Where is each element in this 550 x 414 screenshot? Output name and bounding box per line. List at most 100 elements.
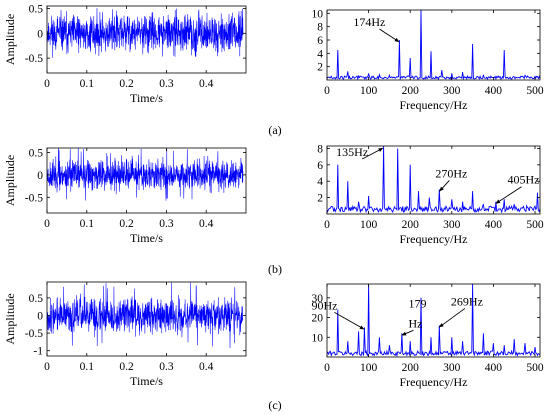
x-tick-label-a-freq: 400 bbox=[485, 85, 503, 97]
axes-box-a-time bbox=[46, 5, 247, 74]
y-tick-label-c-freq: 10 bbox=[312, 332, 324, 344]
y-tick-label-b-freq: 8 bbox=[317, 143, 323, 155]
series-line-a-time bbox=[47, 8, 244, 58]
x-tick-label-c-time: 0.4 bbox=[199, 361, 214, 373]
y-tick-label-b-time: 0.5 bbox=[29, 147, 44, 159]
y-axis-label-a-time: Amplitude bbox=[3, 14, 17, 65]
y-tick-label-b-freq: 2 bbox=[317, 193, 323, 205]
x-axis-label-c-time: Time/s bbox=[130, 374, 163, 388]
annotation-arrowhead-b-freq bbox=[495, 199, 501, 204]
y-tick-label-c-time: 0.5 bbox=[29, 293, 44, 305]
x-tick-label-a-freq: 200 bbox=[402, 85, 420, 97]
series-line-b-freq bbox=[327, 146, 540, 214]
y-axis-label-b-time: Amplitude bbox=[3, 155, 17, 206]
x-tick-label-a-freq: 500 bbox=[526, 85, 544, 97]
x-tick-label-c-time: 0.3 bbox=[159, 361, 174, 373]
x-tick-label-b-time: 0.1 bbox=[80, 218, 95, 230]
x-tick-label-a-freq: 100 bbox=[360, 85, 378, 97]
axes-box-c-time bbox=[46, 281, 247, 357]
annotation-c-freq: Hz bbox=[408, 316, 422, 330]
x-tick-label-a-time: 0.2 bbox=[119, 78, 134, 90]
panel-label-b: (b) bbox=[268, 262, 282, 276]
panel-a-time: 0 0.1 0.2 0.3 0.4 0.5 0 -0.5 Time/s Amplitude bbox=[3, 3, 247, 105]
y-tick-label-a-freq: 2 bbox=[317, 62, 323, 74]
y-tick-label-c-freq: 30 bbox=[312, 293, 324, 305]
y-tick-label-c-time: -1 bbox=[33, 346, 43, 358]
annotation-arrowhead-c-freq bbox=[401, 331, 407, 336]
panel-b-time: 0 0.1 0.2 0.3 0.4 0.5 0 -0.5 Time/s Amplitude bbox=[3, 147, 247, 245]
x-tick-label-a-time: 0.4 bbox=[199, 78, 214, 90]
x-tick-label-c-freq: 300 bbox=[443, 362, 461, 374]
annotation-b-freq: 270Hz bbox=[435, 166, 467, 180]
x-axis-label-b-freq: Frequency/Hz bbox=[400, 232, 468, 246]
y-tick-label-a-freq: 4 bbox=[317, 48, 323, 60]
x-axis-label-c-freq: Frequency/Hz bbox=[400, 375, 468, 389]
x-tick-label-c-time: 0 bbox=[44, 361, 50, 373]
annotation-a-freq: 174Hz bbox=[353, 15, 385, 29]
panel-a-freq: 0 100 200 300 400 500 10 864 2 Frequency/Hz 174Hz bbox=[312, 8, 544, 112]
panel-label-a: (a) bbox=[268, 123, 281, 137]
x-tick-label-b-freq: 400 bbox=[485, 219, 503, 231]
x-tick-label-b-time: 0.3 bbox=[159, 218, 174, 230]
x-tick-label-c-time: 0.2 bbox=[119, 361, 134, 373]
axes-box-a-freq bbox=[326, 9, 541, 81]
panel-c-freq: 0 100 200 300 400 500 30 20 10 Frequency/Hz 90Hz 17… bbox=[311, 283, 544, 389]
series-line-a-freq bbox=[327, 10, 540, 80]
x-tick-label-c-freq: 100 bbox=[360, 362, 378, 374]
y-tick-label-a-freq: 8 bbox=[317, 22, 323, 34]
y-tick-label-b-freq: 4 bbox=[317, 176, 323, 188]
axes-box-b-freq bbox=[326, 145, 541, 215]
annotation-arrowhead-a-freq bbox=[394, 37, 400, 42]
x-tick-label-a-time: 0.3 bbox=[159, 78, 174, 90]
panel-label-c: (c) bbox=[268, 398, 281, 412]
axes-box-b-time bbox=[46, 147, 247, 214]
x-tick-label-b-freq: 500 bbox=[526, 219, 544, 231]
annotation-arrowhead-b-freq bbox=[378, 148, 384, 152]
annotation-b-freq: 405Hz bbox=[507, 173, 539, 187]
x-tick-label-b-freq: 200 bbox=[402, 219, 420, 231]
x-tick-label-a-freq: 300 bbox=[443, 85, 461, 97]
x-tick-label-c-freq: 400 bbox=[485, 362, 503, 374]
axes-box-c-freq bbox=[326, 283, 541, 358]
series-line-b-time bbox=[47, 148, 244, 201]
annotation-arrow-c-freq bbox=[334, 312, 365, 330]
annotation-arrowhead-b-freq bbox=[439, 186, 444, 192]
x-tick-label-b-time: 0.4 bbox=[199, 218, 214, 230]
annotation-arrow-b-freq bbox=[495, 186, 522, 205]
y-tick-label-a-time: 0.5 bbox=[29, 3, 44, 15]
y-tick-label-b-time: 0 bbox=[37, 170, 43, 182]
series-line-c-freq bbox=[327, 284, 540, 357]
x-axis-label-b-time: Time/s bbox=[130, 231, 163, 245]
x-tick-label-b-freq: 300 bbox=[443, 219, 461, 231]
annotation-c-freq: 179 bbox=[408, 296, 426, 310]
y-axis-label-c-time: Amplitude bbox=[3, 293, 17, 344]
y-tick-label-a-freq: 10 bbox=[312, 8, 324, 20]
annotation-arrowhead-c-freq bbox=[359, 325, 365, 330]
y-tick-label-a-freq: 6 bbox=[317, 35, 323, 47]
annotation-b-freq: 135Hz bbox=[336, 145, 368, 159]
y-tick-label-a-time: -0.5 bbox=[25, 53, 43, 65]
annotation-arrow-c-freq bbox=[438, 308, 466, 328]
panel-c-time: 0 0.1 0.2 0.3 0.4 0.5 0 -0.5 -1 Time/s Amplitude bbox=[3, 281, 247, 388]
y-tick-label-c-time: 0 bbox=[37, 310, 43, 322]
x-tick-label-c-freq: 200 bbox=[402, 362, 420, 374]
x-tick-label-a-time: 0 bbox=[44, 78, 50, 90]
y-tick-label-b-time: -0.5 bbox=[25, 192, 43, 204]
annotation-arrowhead-c-freq bbox=[438, 323, 444, 328]
x-axis-label-a-freq: Frequency/Hz bbox=[400, 98, 468, 112]
x-tick-label-b-freq: 100 bbox=[360, 219, 378, 231]
x-tick-label-a-time: 0.1 bbox=[80, 78, 95, 90]
x-tick-label-c-freq: 0 bbox=[324, 362, 330, 374]
annotation-c-freq: 269Hz bbox=[451, 294, 483, 308]
series-line-c-time bbox=[47, 282, 244, 349]
x-tick-label-b-time: 0 bbox=[44, 218, 50, 230]
y-tick-label-c-freq: 20 bbox=[312, 313, 324, 325]
x-tick-label-c-freq: 500 bbox=[526, 362, 544, 374]
x-axis-label-a-time: Time/s bbox=[130, 91, 163, 105]
y-tick-label-b-freq: 6 bbox=[317, 160, 323, 172]
y-tick-label-c-time: -0.5 bbox=[25, 328, 43, 340]
x-tick-label-b-freq: 0 bbox=[324, 219, 330, 231]
y-tick-label-a-time: 0 bbox=[37, 28, 43, 40]
